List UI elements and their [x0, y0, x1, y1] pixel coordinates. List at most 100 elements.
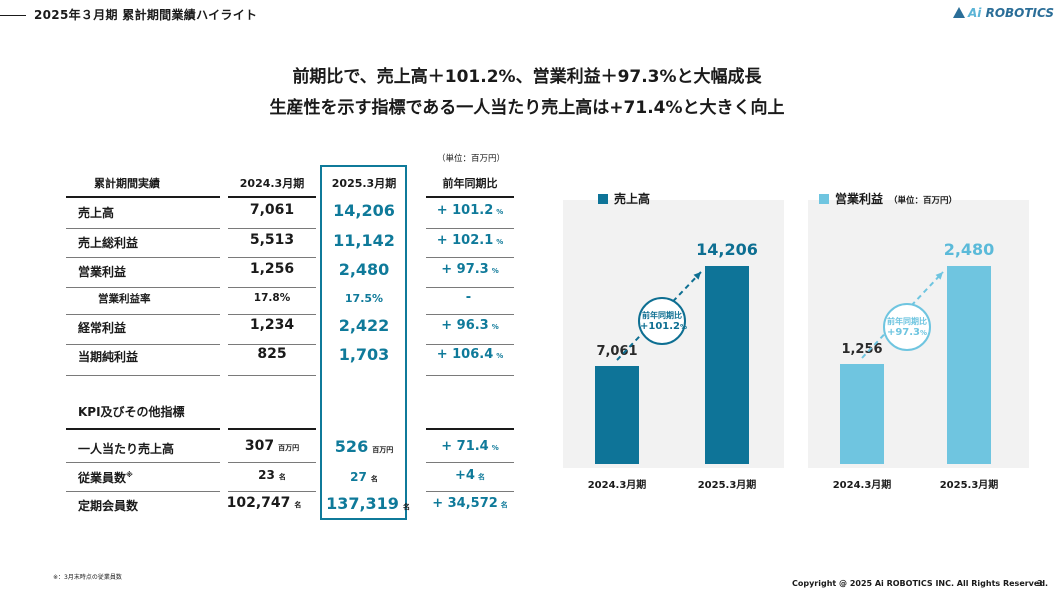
row-divider — [426, 314, 514, 315]
x-axis-label: 2025.3月期 — [939, 480, 999, 491]
yoy-number: + 96.3 — [441, 318, 489, 333]
row-divider — [66, 287, 220, 288]
value-2024: 1,256 — [249, 261, 295, 277]
yoy-unit: % — [491, 267, 499, 275]
bar-value-label: 2,480 — [943, 240, 995, 259]
footnote: ※：3月末時点の従業員数 — [53, 574, 122, 581]
kpi-value-2024: 102,747 名 — [220, 495, 308, 511]
x-axis-label: 2025.3月期 — [697, 480, 757, 491]
growth-badge-value: +101.2% — [640, 321, 688, 332]
kpi-header-rule — [66, 428, 220, 430]
row-label: 売上総利益 — [78, 236, 139, 250]
growth-badge-label: 前年同期比 — [642, 311, 682, 320]
kpi-number-2025: 27 — [350, 470, 367, 484]
row-divider — [426, 375, 514, 376]
kpi-number-2025: 137,319 — [326, 494, 399, 513]
table-header-rule — [66, 196, 220, 198]
row-label: 当期純利益 — [78, 350, 139, 364]
kpi-row-divider — [66, 462, 220, 463]
value-2025: 17.5% — [344, 292, 384, 305]
row-label: 営業利益 — [78, 265, 127, 279]
value-2025: 1,703 — [338, 345, 390, 364]
table-unit-note: （単位：百万円） — [437, 154, 506, 164]
kpi-value-2025: 137,319 名 — [326, 494, 410, 513]
headline-line-1: 前期比で、売上高＋101.2%、営業利益＋97.3%と大幅成長 — [292, 67, 762, 87]
row-divider — [228, 375, 316, 376]
chart-bar — [595, 366, 639, 464]
legend-swatch — [598, 194, 608, 204]
kpi-number-2025: 526 — [334, 437, 369, 456]
table-header-2024: 2024.3月期 — [239, 177, 305, 190]
value-2025: 14,206 — [333, 201, 395, 220]
kpi-yoy-unit: 名 — [477, 473, 485, 481]
kpi-row-divider — [228, 491, 316, 492]
table-header-yoy: 前年同期比 — [442, 177, 498, 190]
kpi-label-footnote-mark: ※ — [126, 471, 133, 479]
kpi-number-2024: 102,747 — [226, 495, 291, 511]
value-yoy: + 101.2% — [426, 203, 514, 218]
row-divider — [426, 257, 514, 258]
kpi-row-divider — [426, 491, 514, 492]
logo-text: ROBOTICS — [981, 6, 1054, 20]
growth-badge-unit: % — [680, 323, 688, 331]
kpi-value-2025: 526 百万円 — [322, 437, 406, 456]
yoy-number: + 106.4 — [436, 347, 494, 362]
value-yoy: - — [426, 290, 514, 305]
kpi-yoy-unit: 名 — [500, 501, 508, 509]
kpi-label-text: 従業員数 — [78, 471, 127, 485]
row-divider — [228, 344, 316, 345]
row-divider — [66, 375, 220, 376]
growth-badge-unit: % — [920, 329, 928, 337]
kpi-row-divider — [228, 462, 316, 463]
headline-line-2: 生産性を示す指標である一人当たり売上高は+71.4%と大きく向上 — [269, 98, 785, 118]
value-2025: 2,422 — [338, 316, 390, 335]
growth-badge: 前年同期比 +97.3% — [883, 303, 931, 351]
chart-bar — [705, 266, 749, 464]
bar-value-label: 14,206 — [696, 240, 758, 259]
chart-legend: 営業利益 （単位：百万円） — [819, 190, 957, 207]
kpi-number-2024: 23 — [258, 468, 275, 482]
growth-badge-number: +97.3 — [886, 327, 921, 338]
value-2024: 825 — [257, 346, 287, 362]
kpi-unit-2025: 名 — [402, 503, 410, 511]
value-yoy: + 96.3% — [426, 318, 514, 333]
kpi-unit-2025: 百万円 — [372, 446, 394, 454]
bar-value-label: 7,061 — [596, 344, 638, 359]
row-divider — [426, 344, 514, 345]
page-number: 3 — [1037, 579, 1043, 588]
kpi-label-text: 一人当たり売上高 — [78, 442, 175, 456]
kpi-yoy-number: + 34,572 — [432, 496, 498, 511]
value-2025: 2,480 — [338, 260, 390, 279]
value-yoy: + 97.3% — [426, 262, 514, 277]
value-yoy: + 106.4% — [426, 347, 514, 362]
page-title: 2025年３月期 累計期間業績ハイライト — [34, 8, 258, 22]
row-divider — [66, 314, 220, 315]
row-label: 売上高 — [78, 206, 115, 220]
row-divider — [228, 314, 316, 315]
growth-badge-label: 前年同期比 — [887, 317, 927, 326]
kpi-header-rule — [426, 428, 514, 430]
chart-legend: 売上高 — [598, 190, 650, 207]
logo-mark-icon — [953, 7, 965, 18]
row-divider — [426, 287, 514, 288]
kpi-value-yoy: + 71.4% — [426, 439, 514, 454]
kpi-unit-2024: 百万円 — [278, 444, 300, 452]
value-2024: 7,061 — [249, 202, 295, 218]
row-divider — [228, 257, 316, 258]
yoy-unit: % — [496, 352, 504, 360]
chart-bar — [947, 266, 991, 464]
highlight-column-frame — [320, 165, 407, 520]
kpi-value-yoy: +4 名 — [426, 468, 514, 483]
legend-label: 売上高 — [614, 192, 651, 206]
kpi-label-text: 定期会員数 — [78, 499, 139, 513]
row-divider — [66, 257, 220, 258]
kpi-yoy-number: +4 — [455, 468, 475, 483]
header-rule — [0, 15, 26, 16]
x-axis-label: 2024.3月期 — [832, 480, 892, 491]
logo-prefix: Ai — [968, 6, 982, 20]
kpi-yoy-unit: % — [491, 444, 499, 452]
chart-unit-note: （単位：百万円） — [889, 196, 958, 206]
yoy-number: + 101.2 — [436, 203, 494, 218]
yoy-unit: % — [496, 208, 504, 216]
row-divider — [426, 228, 514, 229]
